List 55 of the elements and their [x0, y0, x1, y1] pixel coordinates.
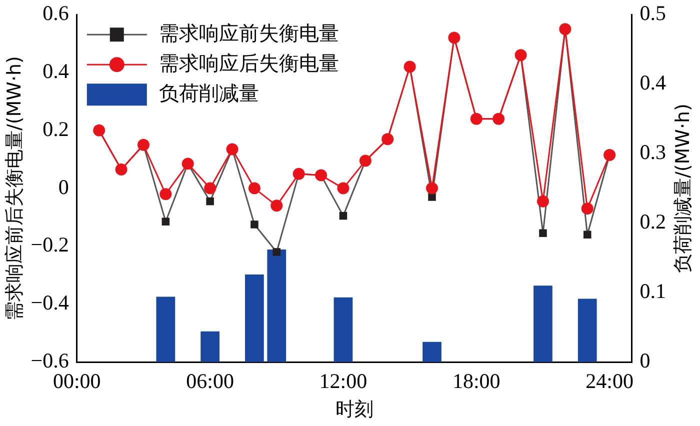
bar	[156, 296, 176, 362]
point	[339, 212, 348, 220]
x-axis-title: 时刻	[335, 398, 374, 421]
y2-tick-label: 0.3	[640, 140, 666, 164]
x-tick-label: 12:00	[319, 369, 368, 394]
bar	[578, 298, 597, 362]
legend-label: 需求响应前失衡电量	[158, 20, 339, 45]
point	[315, 169, 328, 182]
y-tick-label: −0.4	[30, 290, 70, 315]
point	[162, 218, 170, 226]
point	[539, 229, 547, 238]
bar	[245, 274, 264, 362]
point	[337, 182, 350, 194]
point	[160, 188, 172, 200]
y-axis-title: 需求响应前后失衡电量/(MW·h)	[3, 56, 26, 321]
y-tick-label: 0.6	[42, 1, 69, 26]
x-tick-label: 06:00	[186, 369, 234, 394]
point	[382, 133, 394, 146]
y2-tick-label: 0.4	[640, 70, 666, 95]
bar	[422, 342, 442, 362]
point	[536, 195, 549, 208]
point	[492, 112, 505, 125]
bar	[334, 297, 353, 362]
y2-tick-label: 0.2	[640, 210, 666, 234]
y2-tick-label: 0.1	[640, 279, 666, 304]
point	[248, 182, 260, 194]
point	[470, 112, 482, 125]
point	[604, 149, 616, 162]
y2-axis-title: 负荷削减量/(MW·h)	[672, 104, 694, 274]
point	[426, 182, 438, 194]
bar	[200, 331, 220, 362]
x-tick-label: 24:00	[586, 369, 634, 394]
x-tick-label: 18:00	[452, 369, 500, 394]
point	[359, 154, 372, 167]
point	[204, 182, 216, 194]
point	[272, 248, 281, 256]
bar	[534, 286, 552, 362]
point	[206, 197, 214, 206]
point	[270, 200, 283, 212]
bar	[267, 249, 286, 362]
y-tick-label: −0.2	[30, 232, 69, 257]
y-tick-label: 0	[58, 174, 69, 199]
point	[250, 220, 258, 228]
point	[583, 230, 592, 239]
y2-tick-label: 0	[640, 348, 650, 373]
y2-tick-label: 0.5	[640, 1, 666, 26]
point	[581, 202, 594, 215]
point	[93, 124, 106, 136]
legend-label: 需求响应后失衡电量	[158, 50, 339, 75]
point	[137, 138, 150, 151]
point	[559, 23, 572, 36]
y-tick-label: 0.4	[42, 59, 70, 84]
point	[115, 163, 128, 176]
y-tick-label: 0.2	[42, 116, 69, 141]
legend-label: 负荷削减量	[158, 80, 259, 105]
